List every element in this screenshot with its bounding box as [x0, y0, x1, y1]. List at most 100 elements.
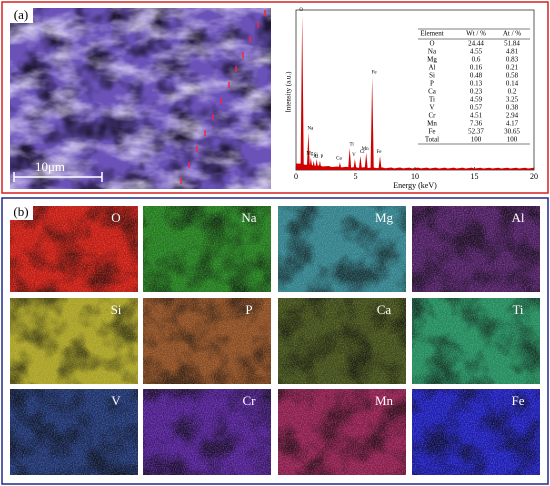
- map-noise: [412, 389, 540, 475]
- table-cell: Cr: [429, 112, 437, 120]
- peak-label: Cr: [360, 150, 365, 155]
- element-label: Mg: [375, 210, 394, 225]
- element-label: Al: [512, 210, 525, 225]
- sem-highlight: [10, 8, 271, 189]
- table-header: Wt / %: [466, 30, 486, 38]
- table-cell: Ti: [429, 96, 435, 104]
- table-cell: 2.94: [506, 112, 519, 120]
- table-cell: 51.84: [504, 40, 520, 48]
- element-label: Ca: [377, 302, 392, 317]
- map-noise: [143, 389, 271, 475]
- map-noise: [412, 298, 540, 384]
- peak-label: Ti: [350, 142, 355, 147]
- table-cell: Mg: [427, 56, 437, 64]
- table-cell: 0.83: [506, 56, 519, 64]
- scale-label: 10μm: [35, 159, 65, 174]
- table-cell: 0.16: [470, 64, 483, 72]
- table-cell: Al: [429, 64, 436, 72]
- peak-label: Al: [313, 155, 319, 160]
- table-cell: 3.25: [506, 96, 519, 104]
- table-cell: 4.51: [470, 112, 483, 120]
- peak: [309, 157, 313, 170]
- peak: [318, 160, 322, 170]
- table-cell: 0.58: [506, 72, 519, 80]
- table-cell: V: [429, 104, 434, 112]
- table-header: At / %: [503, 30, 521, 38]
- element-label: V: [111, 393, 121, 408]
- map-noise: [10, 389, 138, 475]
- peak: [348, 148, 352, 170]
- peak-label: Ca: [336, 156, 342, 161]
- y-axis-label: Intensity (a.u.): [285, 71, 293, 113]
- peak-label: O: [299, 8, 303, 13]
- peak: [378, 155, 382, 170]
- panel-label: (b): [13, 204, 28, 219]
- table-cell: 0.13: [470, 80, 483, 88]
- peak: [364, 152, 368, 170]
- table-cell: Ca: [428, 88, 437, 96]
- peak-label: Fe: [372, 71, 378, 76]
- table-cell: 4.55: [470, 48, 483, 56]
- x-tick-label: 0: [294, 172, 298, 181]
- scale-bar: [13, 172, 103, 182]
- peak: [315, 159, 319, 170]
- x-axis-label: Energy (keV): [393, 181, 437, 190]
- map-noise: [278, 206, 406, 292]
- element-label: Ti: [512, 302, 523, 317]
- spectrum-panel: [282, 8, 542, 189]
- map-noise: [143, 206, 271, 292]
- table-cell: 0.14: [506, 80, 519, 88]
- peak-label: Mg: [306, 152, 313, 157]
- table-cell: 0.2: [508, 88, 517, 96]
- map-noise: [412, 206, 540, 292]
- maps: O Na Mg Al Si P Ca Ti V Cr Mn Fe: [10, 206, 540, 475]
- table-cell: 100: [471, 136, 482, 144]
- map-noise: [278, 389, 406, 475]
- table-cell: O: [429, 40, 434, 48]
- table-cell: 52.37: [468, 128, 484, 136]
- peak: [300, 14, 304, 170]
- element-label: Na: [241, 210, 256, 225]
- element-label: Fe: [512, 393, 525, 408]
- scan-marks: [180, 10, 266, 184]
- peak-label: P: [321, 155, 324, 160]
- table-cell: 7.36: [470, 120, 483, 128]
- map-noise: [10, 206, 138, 292]
- map-noise: [143, 298, 271, 384]
- table-cell: Mn: [427, 120, 437, 128]
- peak: [338, 162, 342, 170]
- table-cell: 0.6: [472, 56, 481, 64]
- x-tick-label: 5: [354, 172, 358, 181]
- table-cell: 0.48: [470, 72, 483, 80]
- peak: [353, 159, 357, 170]
- table-cell: Na: [428, 48, 437, 56]
- x-tick-label: 15: [471, 172, 479, 181]
- x-tick-label: 20: [530, 172, 538, 181]
- map-noise: [278, 298, 406, 384]
- table-cell: 0.38: [506, 104, 519, 112]
- map-noise: [10, 298, 138, 384]
- peak-label: Mn: [362, 147, 369, 152]
- table-cell: 24.44: [468, 40, 484, 48]
- table-cell: 0.21: [506, 64, 519, 72]
- peak-label: V: [352, 153, 356, 158]
- table-cell: 30.65: [504, 128, 520, 136]
- label-box: [9, 7, 33, 23]
- panel-label: (a): [14, 7, 28, 22]
- peak-label: Fe: [377, 150, 383, 155]
- table-cell: Si: [429, 72, 435, 80]
- table-header: Element: [420, 30, 443, 38]
- table-cell: Total: [425, 136, 439, 144]
- table-cell: 4.81: [506, 48, 519, 56]
- table-cell: 0.57: [470, 104, 483, 112]
- peak: [306, 132, 310, 170]
- peak-label: Si: [314, 153, 319, 158]
- table-cell: P: [430, 80, 434, 88]
- peak: [312, 160, 316, 170]
- x-tick-label: 10: [411, 172, 419, 181]
- element-label: Mn: [375, 393, 394, 408]
- table-cell: 4.59: [470, 96, 483, 104]
- peak-label: Na: [307, 127, 314, 132]
